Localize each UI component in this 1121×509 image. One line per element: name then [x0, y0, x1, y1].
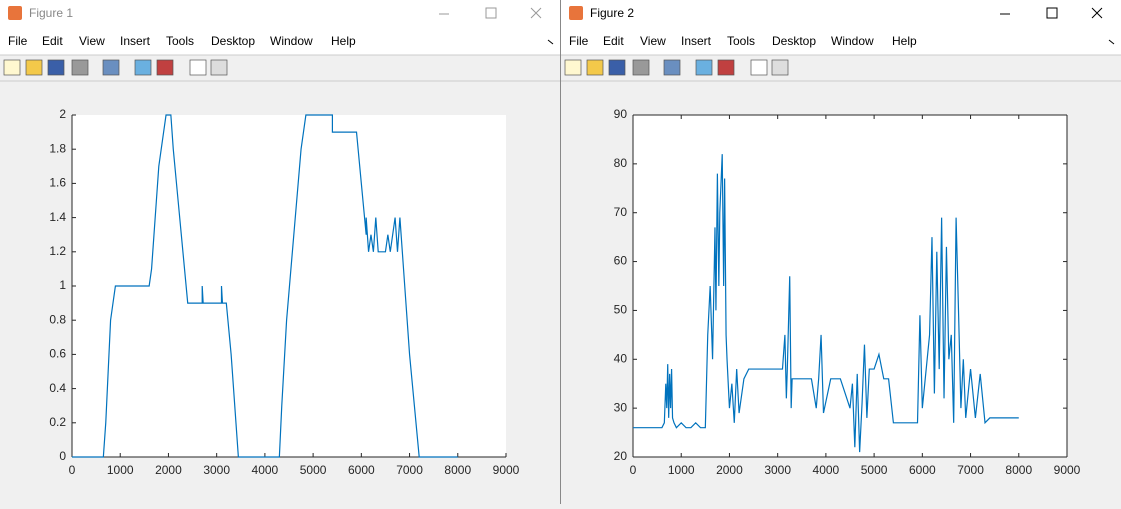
y-tick-label: 30: [614, 400, 628, 414]
y-tick-label: 2: [59, 107, 66, 121]
toolbar-button[interactable]: [210, 59, 228, 76]
x-tick-label: 8000: [444, 463, 471, 477]
x-tick-label: 9000: [1054, 463, 1081, 477]
x-tick-label: 5000: [861, 463, 888, 477]
y-tick-label: 1.4: [49, 210, 66, 224]
x-tick-label: 6000: [909, 463, 936, 477]
menu-item[interactable]: Insert: [120, 34, 151, 48]
y-tick-label: 1.6: [49, 176, 66, 190]
y-tick-label: 1.8: [49, 141, 66, 155]
menu-bar: [0, 28, 560, 55]
toolbar-button[interactable]: [695, 59, 713, 76]
x-tick-label: 0: [630, 463, 637, 477]
y-tick-label: 60: [614, 254, 628, 268]
x-tick-label: 4000: [252, 463, 279, 477]
toolbar-button[interactable]: [3, 59, 21, 76]
toolbar-button[interactable]: [134, 59, 152, 76]
x-tick-label: 2000: [155, 463, 182, 477]
toolbar-button[interactable]: [47, 59, 65, 76]
toolbar-button[interactable]: [632, 59, 650, 76]
menu-item[interactable]: Window: [270, 34, 313, 48]
menu-arrow: [547, 39, 554, 45]
x-tick-label: 5000: [300, 463, 327, 477]
toolbar-button[interactable]: [564, 59, 582, 76]
maximize-button[interactable]: [1046, 7, 1058, 19]
x-tick-label: 6000: [348, 463, 375, 477]
y-tick-label: 80: [614, 156, 628, 170]
y-tick-label: 0.6: [49, 347, 66, 361]
toolbar: [0, 56, 560, 81]
toolbar-button[interactable]: [189, 59, 207, 76]
menu-item[interactable]: View: [79, 34, 105, 48]
menu-item[interactable]: Edit: [42, 34, 63, 48]
menu-item[interactable]: File: [8, 34, 28, 48]
y-tick-label: 0: [59, 449, 66, 463]
menu-item[interactable]: Edit: [603, 34, 624, 48]
x-tick-label: 8000: [1005, 463, 1032, 477]
toolbar: [561, 56, 1121, 81]
x-tick-label: 9000: [493, 463, 520, 477]
data-line: [633, 154, 1019, 453]
menu-item[interactable]: Desktop: [772, 34, 816, 48]
x-tick-label: 1000: [668, 463, 695, 477]
toolbar-button[interactable]: [608, 59, 626, 76]
toolbar-button[interactable]: [750, 59, 768, 76]
app-icon: [8, 6, 22, 20]
close-button[interactable]: [1091, 7, 1103, 19]
menu-item[interactable]: Desktop: [211, 34, 255, 48]
window-title: Figure 2: [590, 6, 634, 20]
menu-item[interactable]: Help: [892, 34, 917, 48]
toolbar-button[interactable]: [156, 59, 174, 76]
menu-bar: [561, 28, 1121, 55]
menu-item[interactable]: Tools: [166, 34, 194, 48]
data-line: [72, 114, 458, 458]
menu-arrow: [1108, 39, 1115, 45]
title-bar: [0, 0, 560, 28]
y-tick-label: 1: [59, 278, 66, 292]
x-tick-label: 3000: [203, 463, 230, 477]
title-bar: [561, 0, 1121, 28]
x-tick-label: 1000: [107, 463, 134, 477]
toolbar-button[interactable]: [586, 59, 604, 76]
x-tick-label: 4000: [813, 463, 840, 477]
toolbar-button[interactable]: [25, 59, 43, 76]
y-tick-label: 0.4: [49, 381, 66, 395]
toolbar-button[interactable]: [771, 59, 789, 76]
y-tick-label: 50: [614, 303, 628, 317]
y-tick-label: 40: [614, 351, 628, 365]
menu-item[interactable]: Help: [331, 34, 356, 48]
toolbar-button[interactable]: [663, 59, 681, 76]
maximize-button[interactable]: [485, 7, 497, 19]
x-tick-label: 3000: [764, 463, 791, 477]
menu-item[interactable]: Insert: [681, 34, 712, 48]
x-tick-label: 0: [69, 463, 76, 477]
app-icon: [569, 6, 583, 20]
toolbar-button[interactable]: [717, 59, 735, 76]
y-tick-label: 0.2: [49, 415, 66, 429]
y-tick-label: 70: [614, 205, 628, 219]
toolbar-button[interactable]: [102, 59, 120, 76]
menu-item[interactable]: View: [640, 34, 666, 48]
y-tick-label: 90: [614, 107, 628, 121]
y-tick-label: 20: [614, 449, 628, 463]
axes: [633, 115, 1067, 457]
x-tick-label: 7000: [957, 463, 984, 477]
close-button[interactable]: [530, 7, 542, 19]
menu-item[interactable]: Window: [831, 34, 874, 48]
x-tick-label: 7000: [396, 463, 423, 477]
window-title: Figure 1: [29, 6, 73, 20]
menu-item[interactable]: File: [569, 34, 589, 48]
y-tick-label: 1.2: [49, 244, 66, 258]
y-tick-label: 0.8: [49, 312, 66, 326]
x-tick-label: 2000: [716, 463, 743, 477]
toolbar-button[interactable]: [71, 59, 89, 76]
menu-item[interactable]: Tools: [727, 34, 755, 48]
